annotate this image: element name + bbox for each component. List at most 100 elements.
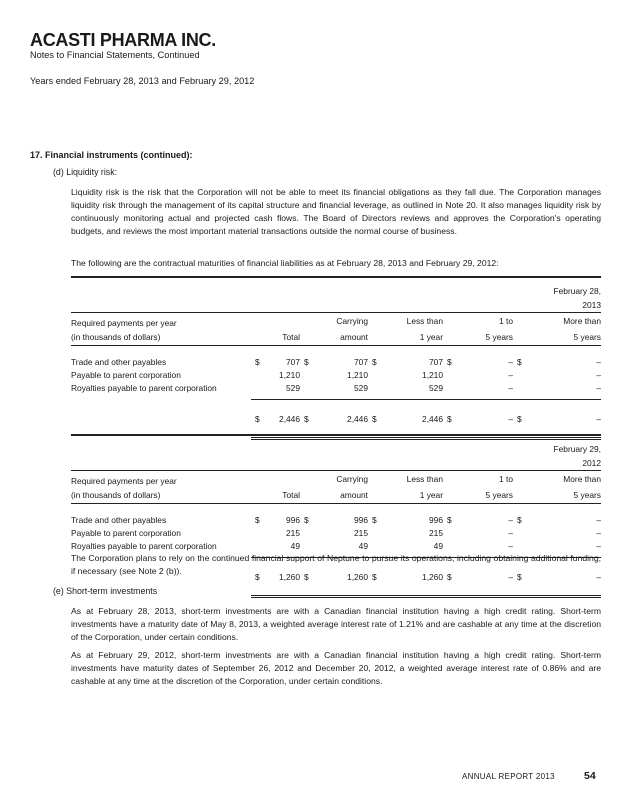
company-name: ACASTI PHARMA INC. <box>30 30 216 50</box>
header-carrying: Carrying <box>300 470 368 487</box>
currency-symbol <box>443 382 468 395</box>
currency-symbol: $ <box>447 515 452 525</box>
currency-symbol: $ <box>517 515 522 525</box>
table-row: Payable to parent corporation 215 215 215 – – <box>71 527 601 540</box>
currency-symbol: $ <box>304 413 309 424</box>
header-1-to: 1 to <box>443 312 513 329</box>
currency-symbol <box>251 382 265 395</box>
amount-cell: 996 <box>286 515 300 525</box>
currency-symbol <box>300 527 318 540</box>
amount-cell: – <box>596 413 601 424</box>
currency-symbol <box>251 540 265 553</box>
currency-symbol <box>251 527 265 540</box>
currency-symbol: $ <box>447 413 452 424</box>
currency-symbol: $ <box>255 413 260 424</box>
header-over-5-years: 5 years <box>573 489 601 500</box>
currency-symbol: $ <box>372 515 377 525</box>
table-row: Trade and other payables $996 $996 $996 $ – $ – <box>71 514 601 527</box>
header-units: (in thousands of dollars) <box>71 331 161 342</box>
amount-cell: 49 <box>290 541 300 551</box>
currency-symbol: $ <box>304 515 309 525</box>
currency-symbol: $ <box>304 357 309 367</box>
table-row: Royalties payable to parent corporation 5… <box>71 382 601 395</box>
currency-symbol: $ <box>517 357 522 367</box>
header-label: Required payments per year <box>71 470 251 487</box>
table-row: Royalties payable to parent corporation 4… <box>71 540 601 553</box>
currency-symbol: $ <box>447 357 452 367</box>
row-label: Payable to parent corporation <box>71 370 181 380</box>
amount-cell: – <box>596 383 601 393</box>
amount-cell: 707 <box>286 357 300 367</box>
maturities-table-2012: February 29, 2012 Required payments per ye… <box>71 434 601 598</box>
currency-symbol: $ <box>517 571 522 582</box>
currency-symbol: $ <box>304 571 309 582</box>
amount-cell: – <box>508 515 513 525</box>
amount-cell: 215 <box>429 528 443 538</box>
liquidity-paragraph: Liquidity risk is the risk that the Corp… <box>71 187 601 236</box>
section-heading: 17. Financial instruments (continued): <box>30 150 193 160</box>
currency-symbol <box>368 527 393 540</box>
amount-cell: – <box>596 357 601 367</box>
amount-cell: – <box>508 383 513 393</box>
amount-cell: 1,260 <box>279 571 300 582</box>
header-less-than: Less than <box>368 470 443 487</box>
row-label: Trade and other payables <box>71 515 167 525</box>
header-carrying: Carrying <box>300 312 368 329</box>
header-label: Required payments per year <box>71 312 251 329</box>
header-total: Total <box>282 331 300 342</box>
table-row: Trade and other payables $707 $707 $707 $ – $ – <box>71 356 601 369</box>
amount-cell: – <box>596 541 601 551</box>
header-1-year: 1 year <box>419 331 443 342</box>
currency-symbol: $ <box>372 413 377 424</box>
currency-symbol <box>443 540 468 553</box>
footer-label: ANNUAL REPORT 2013 <box>462 772 555 781</box>
table-row: Payable to parent corporation 1,210 1,210 1… <box>71 369 601 382</box>
amount-cell: 529 <box>354 383 368 393</box>
row-label: Payable to parent corporation <box>71 528 181 538</box>
currency-symbol: $ <box>255 571 260 582</box>
currency-symbol: $ <box>255 515 260 525</box>
amount-cell: – <box>508 571 513 582</box>
header-over-5-years: 5 years <box>573 331 601 342</box>
amount-cell: 2,446 <box>347 413 368 424</box>
currency-symbol <box>513 382 538 395</box>
amount-cell: 1,210 <box>347 370 368 380</box>
date-line1: February 28, <box>553 285 601 296</box>
amount-cell: 1,260 <box>347 571 368 582</box>
amount-cell: 215 <box>286 528 300 538</box>
support-note: The Corporation plans to rely on the con… <box>71 553 601 576</box>
amount-cell: 996 <box>354 515 368 525</box>
currency-symbol <box>513 540 538 553</box>
currency-symbol <box>513 369 538 382</box>
header-more-than: More than <box>513 312 601 329</box>
amount-cell: 49 <box>358 541 368 551</box>
amount-cell: 707 <box>429 357 443 367</box>
currency-symbol <box>300 382 318 395</box>
maturities-intro: The following are the contractual maturi… <box>71 258 499 268</box>
header-more-than: More than <box>513 470 601 487</box>
amount-cell: 1,260 <box>422 571 443 582</box>
currency-symbol <box>368 382 393 395</box>
amount-cell: 215 <box>354 528 368 538</box>
subsection-short-term-label: (e) Short-term investments <box>53 586 158 596</box>
currency-symbol <box>513 527 538 540</box>
currency-symbol: $ <box>447 571 452 582</box>
currency-symbol <box>300 540 318 553</box>
header-amount: amount <box>340 331 368 342</box>
header-5-years: 5 years <box>485 489 513 500</box>
amount-cell: – <box>596 528 601 538</box>
header-less-than: Less than <box>368 312 443 329</box>
amount-cell: – <box>508 541 513 551</box>
amount-cell: – <box>508 413 513 424</box>
currency-symbol: $ <box>517 413 522 424</box>
short-term-paragraph-2012: As at February 29, 2012, short-term inve… <box>71 650 601 686</box>
currency-symbol: $ <box>372 571 377 582</box>
document-subtitle: Notes to Financial Statements, Continued <box>30 50 200 60</box>
header-5-years: 5 years <box>485 331 513 342</box>
currency-symbol <box>443 369 468 382</box>
date-line2: 2013 <box>582 299 601 310</box>
amount-cell: – <box>596 571 601 582</box>
header-1-to: 1 to <box>443 470 513 487</box>
amount-cell: – <box>508 528 513 538</box>
